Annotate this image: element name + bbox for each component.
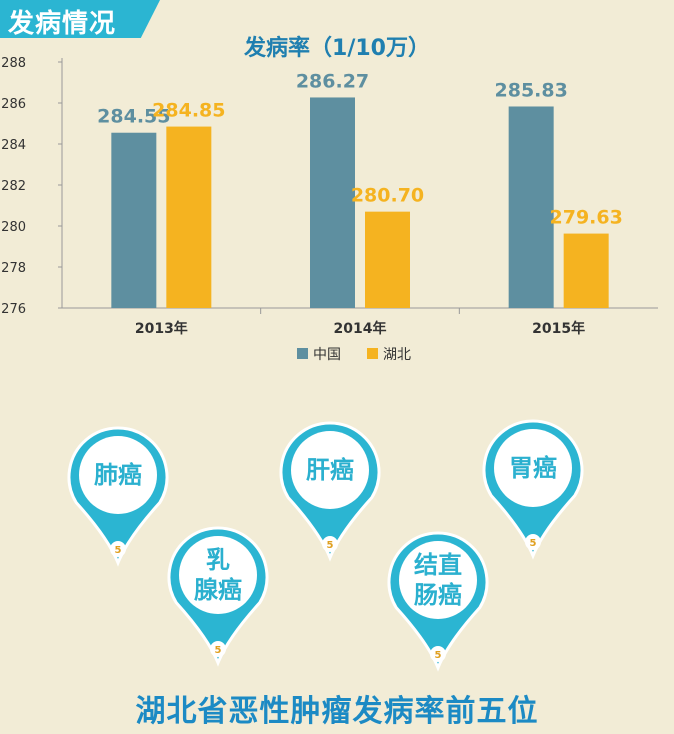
data-label: 284.55 <box>97 106 170 128</box>
pin-label-line: 肝癌 <box>306 456 354 484</box>
legend-swatch <box>297 348 308 359</box>
bar <box>563 233 609 308</box>
y-tick-label: 282 <box>1 179 26 194</box>
pin-rank-text: 5 <box>327 540 334 551</box>
data-label: 284.85 <box>152 100 225 122</box>
x-tick-label: 2014年 <box>334 320 387 337</box>
pin-rank-badge <box>110 541 126 557</box>
pin-inner-circle <box>79 436 157 514</box>
y-tick-label: 278 <box>1 261 26 276</box>
pin-inner-circle <box>494 429 572 507</box>
pin-label: 胃癌 <box>473 453 593 483</box>
bar <box>166 126 212 308</box>
pin-label-line: 肺癌 <box>94 461 142 489</box>
pin-label-line: 胃癌 <box>509 454 557 482</box>
chart-title: 发病率（1/10万） <box>244 36 430 61</box>
pin-rank-text: 5 <box>530 538 537 549</box>
legend-swatch <box>367 348 378 359</box>
pin-label: 肺癌 <box>58 460 178 490</box>
pin-rank-text: 5 <box>115 545 122 556</box>
pin-label: 结直 肠癌 <box>378 550 498 610</box>
x-tick-label: 2015年 <box>532 320 585 337</box>
pin-rank-badge <box>430 646 446 662</box>
bar <box>508 106 554 308</box>
bar <box>111 132 157 308</box>
pin-label: 乳腺癌 <box>158 545 278 605</box>
section-title: 发病情况 <box>8 9 117 39</box>
data-label: 285.83 <box>495 79 568 101</box>
y-tick-label: 286 <box>1 97 26 112</box>
bottom-title: 湖北省恶性肿瘤发病率前五位 <box>135 694 539 729</box>
pin-label-line: 结直 <box>414 551 462 579</box>
bar <box>310 97 355 308</box>
bar <box>365 211 410 308</box>
data-label: 286.27 <box>296 70 369 92</box>
data-label: 279.63 <box>550 207 623 229</box>
legend-label: 中国 <box>313 347 341 363</box>
pin-inner-circle <box>399 541 477 619</box>
pin-rank-badge <box>525 534 541 550</box>
data-label: 280.70 <box>351 185 424 207</box>
pin-label-line: 肠癌 <box>414 581 462 609</box>
x-tick-label: 2013年 <box>135 320 188 337</box>
legend-label: 湖北 <box>383 347 411 363</box>
pin-rank-text: 5 <box>215 645 222 656</box>
pin-inner-circle <box>291 431 369 509</box>
y-tick-label: 284 <box>1 138 26 153</box>
pin-label: 肝癌 <box>270 455 390 485</box>
pin-label-line: 腺癌 <box>194 576 242 604</box>
y-tick-label: 276 <box>1 302 26 317</box>
pin-label-line: 乳 <box>206 546 230 574</box>
pin-rank-badge <box>322 536 338 552</box>
pin-rank-badge <box>210 641 226 657</box>
pin-inner-circle <box>179 536 257 614</box>
header-tab <box>0 0 160 38</box>
y-tick-label: 288 <box>1 56 26 71</box>
pin-rank-text: 5 <box>435 650 442 661</box>
y-tick-label: 280 <box>1 220 26 235</box>
